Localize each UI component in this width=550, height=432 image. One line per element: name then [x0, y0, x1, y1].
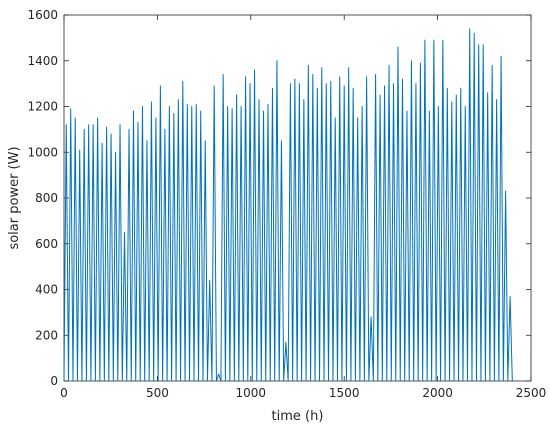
x-tick-label: 1500: [329, 386, 360, 400]
y-axis-label: solar power (W): [7, 146, 22, 249]
y-tick-label: 400: [35, 283, 58, 297]
y-tick-label: 1200: [27, 100, 58, 114]
y-tick-label: 1000: [27, 145, 58, 159]
y-tick-label: 1600: [27, 8, 58, 22]
data-line: [63, 28, 513, 382]
y-tick-label: 800: [35, 191, 58, 205]
y-tick-label: 600: [35, 237, 58, 251]
y-tick-label: 1400: [27, 54, 58, 68]
y-tick-label: 200: [35, 328, 58, 342]
x-tick-label: 500: [146, 386, 169, 400]
y-tick-label: 0: [50, 374, 58, 388]
x-axis-label: time (h): [272, 409, 324, 424]
x-tick-label: 2000: [422, 386, 453, 400]
x-tick-label: 2500: [516, 386, 547, 400]
x-tick-label: 0: [60, 386, 68, 400]
x-tick-label: 1000: [236, 386, 267, 400]
